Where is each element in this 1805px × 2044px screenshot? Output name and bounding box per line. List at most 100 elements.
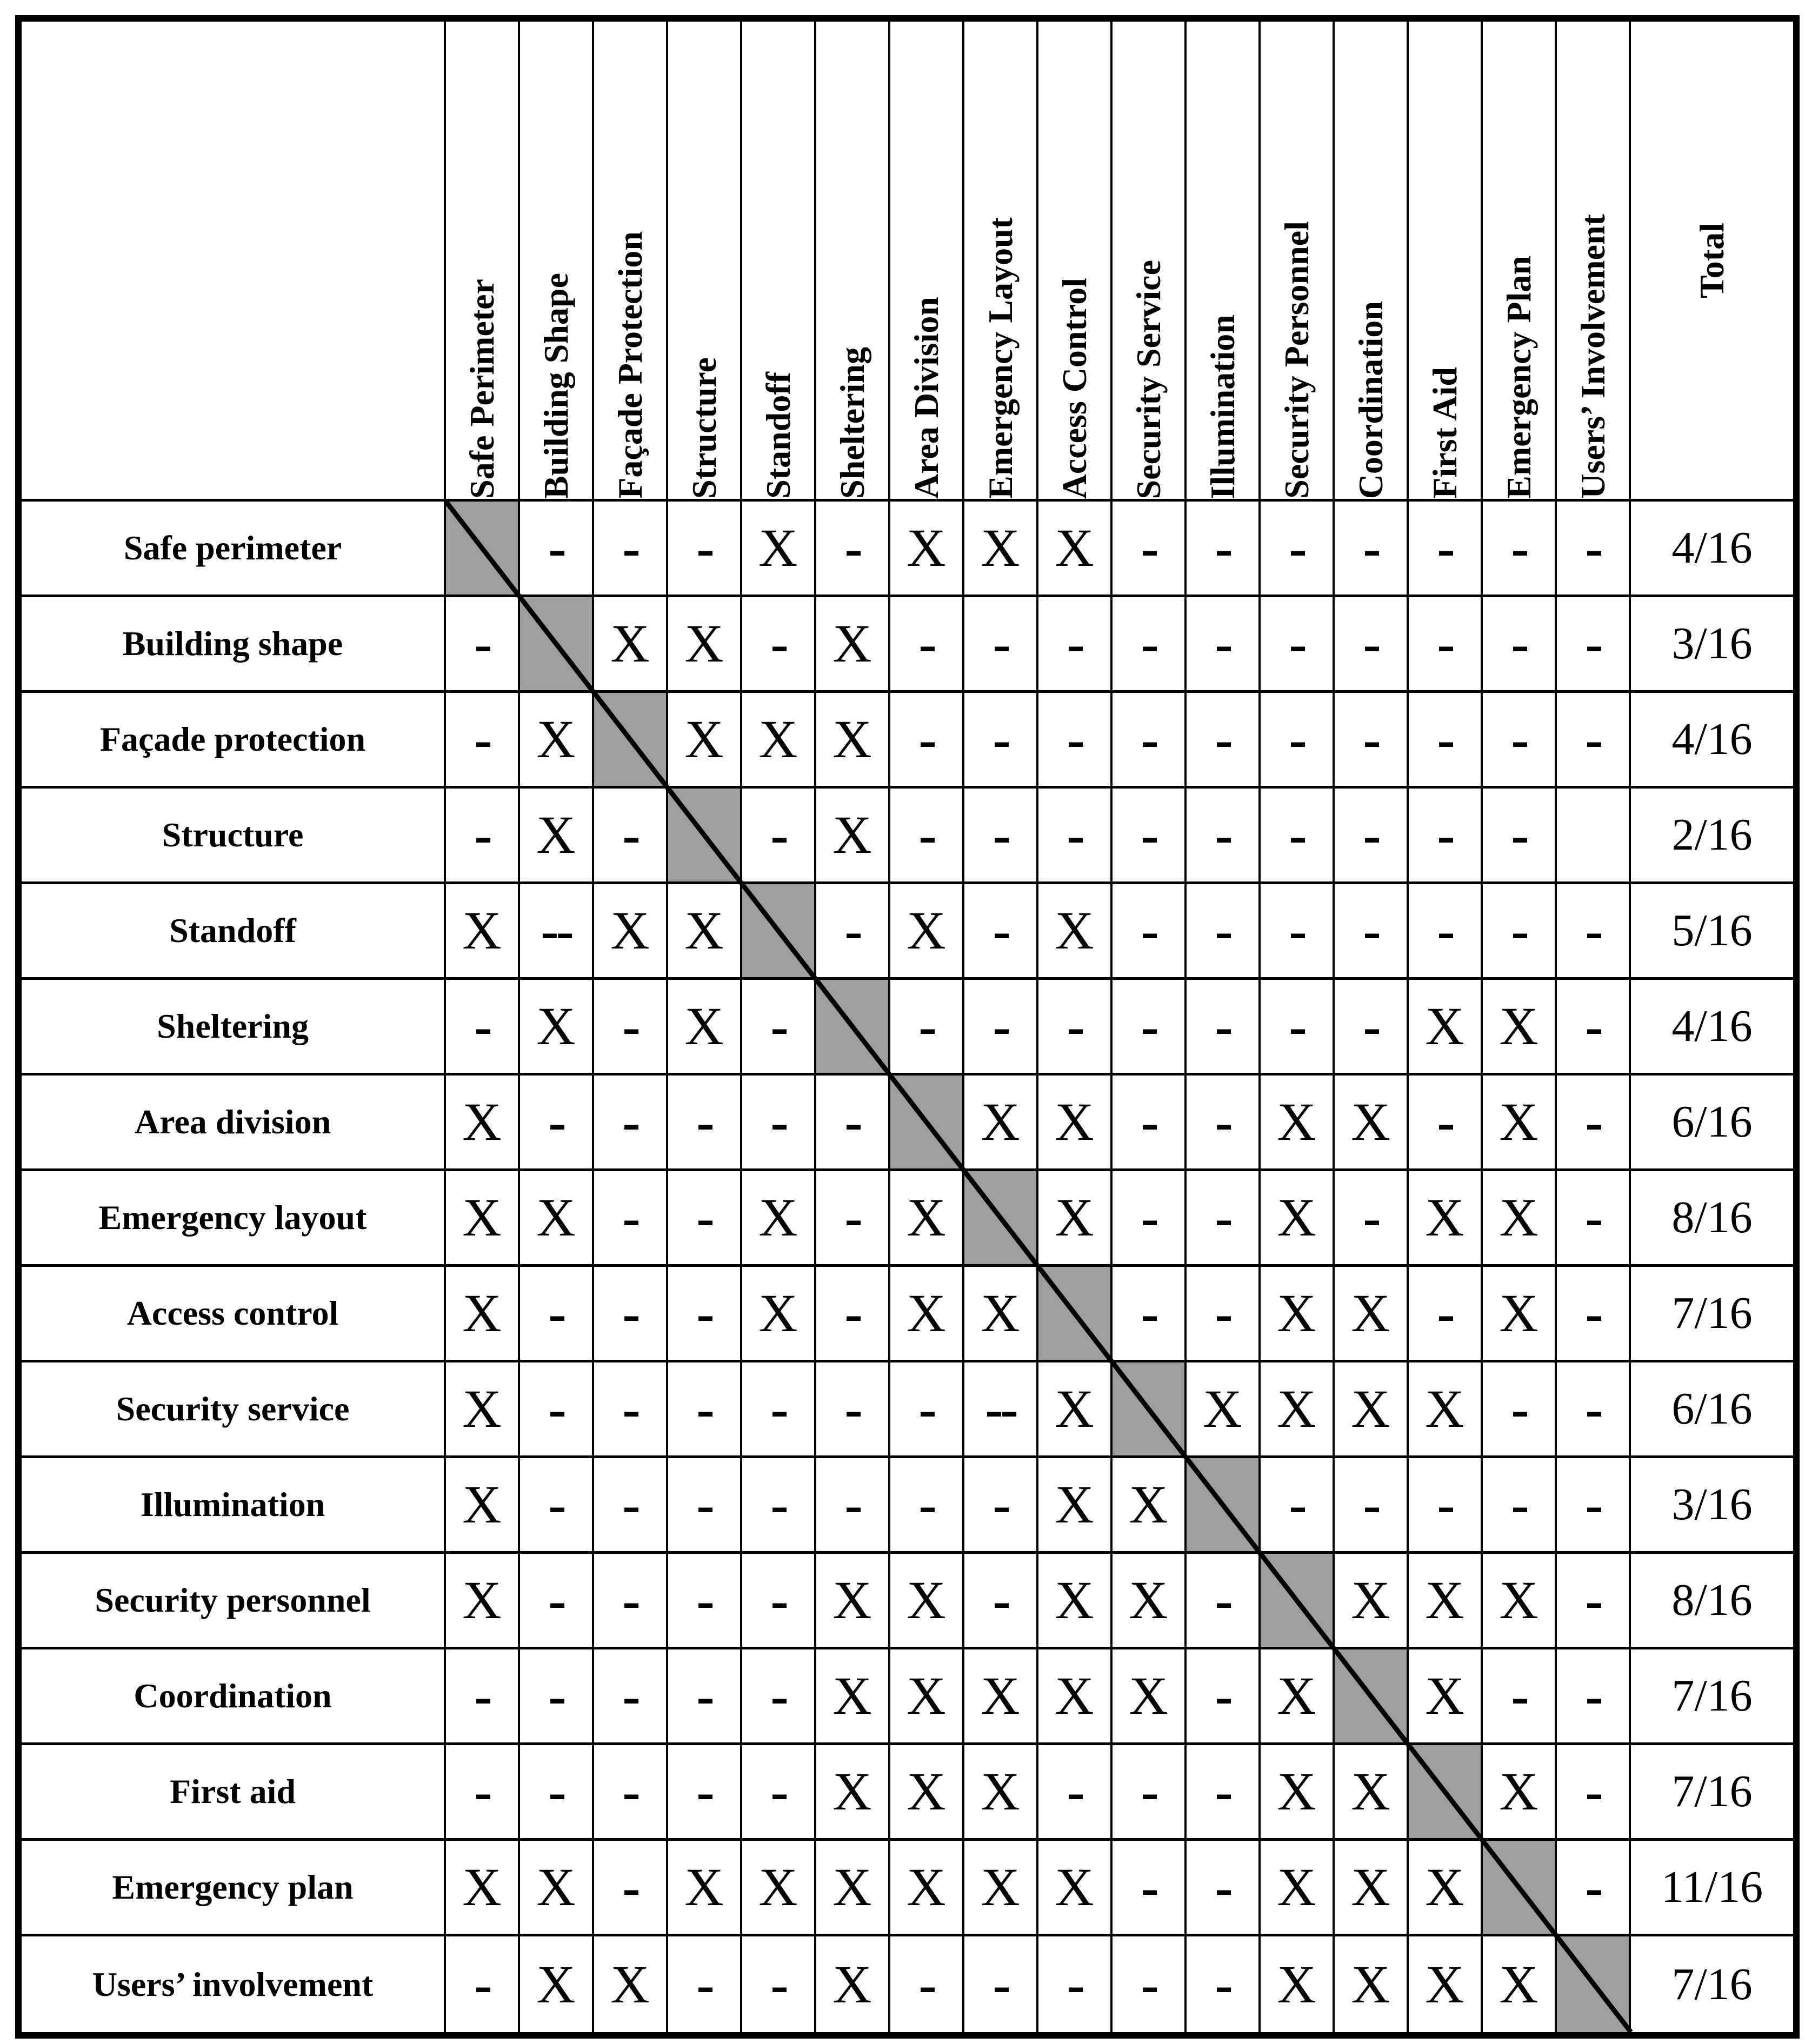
row-total-label: 3/16 bbox=[1671, 1479, 1753, 1529]
row-header-structure-label: Structure bbox=[162, 816, 304, 854]
matrix-cell: - bbox=[1335, 980, 1409, 1076]
matrix-cell-label: - bbox=[1585, 613, 1603, 673]
row-total: 8/16 bbox=[1631, 1171, 1793, 1267]
matrix-cell-label: - bbox=[1215, 1761, 1233, 1821]
matrix-cell: X bbox=[816, 1745, 890, 1841]
matrix-cell: X bbox=[964, 1841, 1038, 1936]
matrix-cell: X bbox=[1335, 1554, 1409, 1649]
matrix-cell-label: - bbox=[770, 1761, 788, 1821]
matrix-cell: - bbox=[890, 1362, 964, 1458]
matrix-cell-label: X bbox=[462, 1092, 502, 1152]
matrix-cell-self bbox=[1113, 1362, 1187, 1458]
matrix-cell-label: X bbox=[907, 1283, 946, 1343]
row-total-label: 4/16 bbox=[1671, 714, 1753, 764]
matrix-cell-label: - bbox=[1363, 900, 1381, 960]
matrix-cell-label: - bbox=[622, 1474, 640, 1534]
matrix-cell: X bbox=[1409, 1171, 1483, 1267]
matrix-cell-label: X bbox=[610, 613, 650, 673]
matrix-cell-label: - bbox=[1363, 805, 1381, 865]
matrix-cell: X bbox=[1483, 1745, 1557, 1841]
matrix-cell-label: - bbox=[918, 1474, 936, 1534]
matrix-cell: X bbox=[1038, 502, 1113, 597]
matrix-cell-label: - bbox=[1437, 900, 1455, 960]
matrix-cell-label: - bbox=[1141, 1857, 1158, 1917]
matrix-cell-label: X bbox=[832, 1954, 872, 2014]
matrix-cell: - bbox=[594, 1745, 668, 1841]
matrix-cell: - bbox=[1261, 502, 1335, 597]
matrix-cell: - bbox=[594, 789, 668, 884]
matrix-cell: X bbox=[1335, 1936, 1409, 2032]
row-total-label: 3/16 bbox=[1671, 618, 1753, 669]
row-total-label: 5/16 bbox=[1671, 905, 1753, 956]
matrix-cell-label: - bbox=[548, 1474, 566, 1534]
matrix-cell: - bbox=[1557, 1458, 1631, 1554]
matrix-cell: - bbox=[890, 1458, 964, 1554]
matrix-cell: X bbox=[1409, 1649, 1483, 1745]
matrix-cell: X bbox=[520, 693, 594, 789]
matrix-cell-label: - bbox=[1141, 518, 1158, 578]
matrix-cell: X bbox=[446, 1267, 520, 1362]
matrix-cell: - bbox=[816, 1267, 890, 1362]
row-total-label: 4/16 bbox=[1671, 1001, 1753, 1051]
matrix-cell: X bbox=[1335, 1362, 1409, 1458]
matrix-cell-label: - bbox=[770, 996, 788, 1056]
matrix-cell: X bbox=[1038, 1649, 1113, 1745]
matrix-cell: - bbox=[1113, 1841, 1187, 1936]
matrix-cell: X bbox=[1483, 1171, 1557, 1267]
matrix-cell-label: X bbox=[832, 1761, 872, 1821]
matrix-cell: X bbox=[1038, 1841, 1113, 1936]
matrix-cell-label: - bbox=[1363, 996, 1381, 1056]
matrix-cell: - bbox=[1483, 597, 1557, 693]
matrix-cell-label: X bbox=[907, 1857, 946, 1917]
col-header-structure-label: Structure bbox=[684, 357, 723, 499]
row-header-access-control-label: Access control bbox=[126, 1294, 339, 1332]
matrix-cell-label: X bbox=[1425, 1570, 1464, 1630]
matrix-cell: - bbox=[742, 1745, 816, 1841]
matrix-cell: - bbox=[1261, 884, 1335, 980]
matrix-cell-label: - bbox=[993, 996, 1010, 1056]
matrix-cell-label: - bbox=[1511, 1379, 1529, 1439]
matrix-cell-label: X bbox=[1499, 996, 1538, 1056]
matrix-cell: - bbox=[890, 980, 964, 1076]
row-total: 5/16 bbox=[1631, 884, 1793, 980]
matrix-cell: - bbox=[1038, 1745, 1113, 1841]
matrix-cell-label: X bbox=[462, 1379, 502, 1439]
matrix-cell: - bbox=[668, 1076, 742, 1171]
matrix-cell-label: X bbox=[684, 900, 724, 960]
matrix-cell: - bbox=[816, 1362, 890, 1458]
matrix-cell-label: X bbox=[1277, 1092, 1316, 1152]
matrix-cell-self bbox=[742, 884, 816, 980]
matrix-cell-label: - bbox=[474, 709, 492, 769]
matrix-cell-label: - bbox=[1585, 1474, 1603, 1534]
matrix-cell: X bbox=[1038, 1076, 1113, 1171]
matrix-cell: - bbox=[1557, 1171, 1631, 1267]
matrix-cell-label: - bbox=[1289, 1474, 1307, 1534]
matrix-cell: X bbox=[1409, 1554, 1483, 1649]
row-header-emergency-plan: Emergency plan bbox=[22, 1841, 446, 1936]
matrix-cell: - bbox=[1335, 1458, 1409, 1554]
matrix-cell-label: X bbox=[832, 805, 872, 865]
matrix-cell: - bbox=[964, 693, 1038, 789]
matrix-cell-label: X bbox=[1277, 1283, 1316, 1343]
matrix-cell-label: X bbox=[1425, 1666, 1464, 1726]
matrix-cell: X bbox=[742, 1171, 816, 1267]
matrix-cell-label: - bbox=[622, 996, 640, 1056]
matrix-cell: - bbox=[1187, 1841, 1261, 1936]
col-header-access-control: Access Control bbox=[1038, 22, 1113, 502]
matrix-cell-label: - bbox=[918, 996, 936, 1056]
matrix-cell: X bbox=[816, 1936, 890, 2032]
matrix-cell-label: X bbox=[1055, 1857, 1094, 1917]
matrix-cell: - bbox=[1557, 1267, 1631, 1362]
matrix-cell-label: X bbox=[981, 1761, 1020, 1821]
matrix-cell-label: - bbox=[1437, 613, 1455, 673]
matrix-cell: X bbox=[1335, 1745, 1409, 1841]
row-header-first-aid-label: First aid bbox=[170, 1772, 296, 1811]
row-total: 11/16 bbox=[1631, 1841, 1793, 1936]
row-header-area-division-label: Area division bbox=[134, 1103, 331, 1141]
matrix-cell: - bbox=[594, 1171, 668, 1267]
matrix-cell-label: - bbox=[844, 1474, 862, 1534]
row-total: 7/16 bbox=[1631, 1745, 1793, 1841]
matrix-cell-label: - bbox=[622, 805, 640, 865]
matrix-cell: X bbox=[890, 1841, 964, 1936]
matrix-cell-label: X bbox=[1425, 1954, 1464, 2014]
